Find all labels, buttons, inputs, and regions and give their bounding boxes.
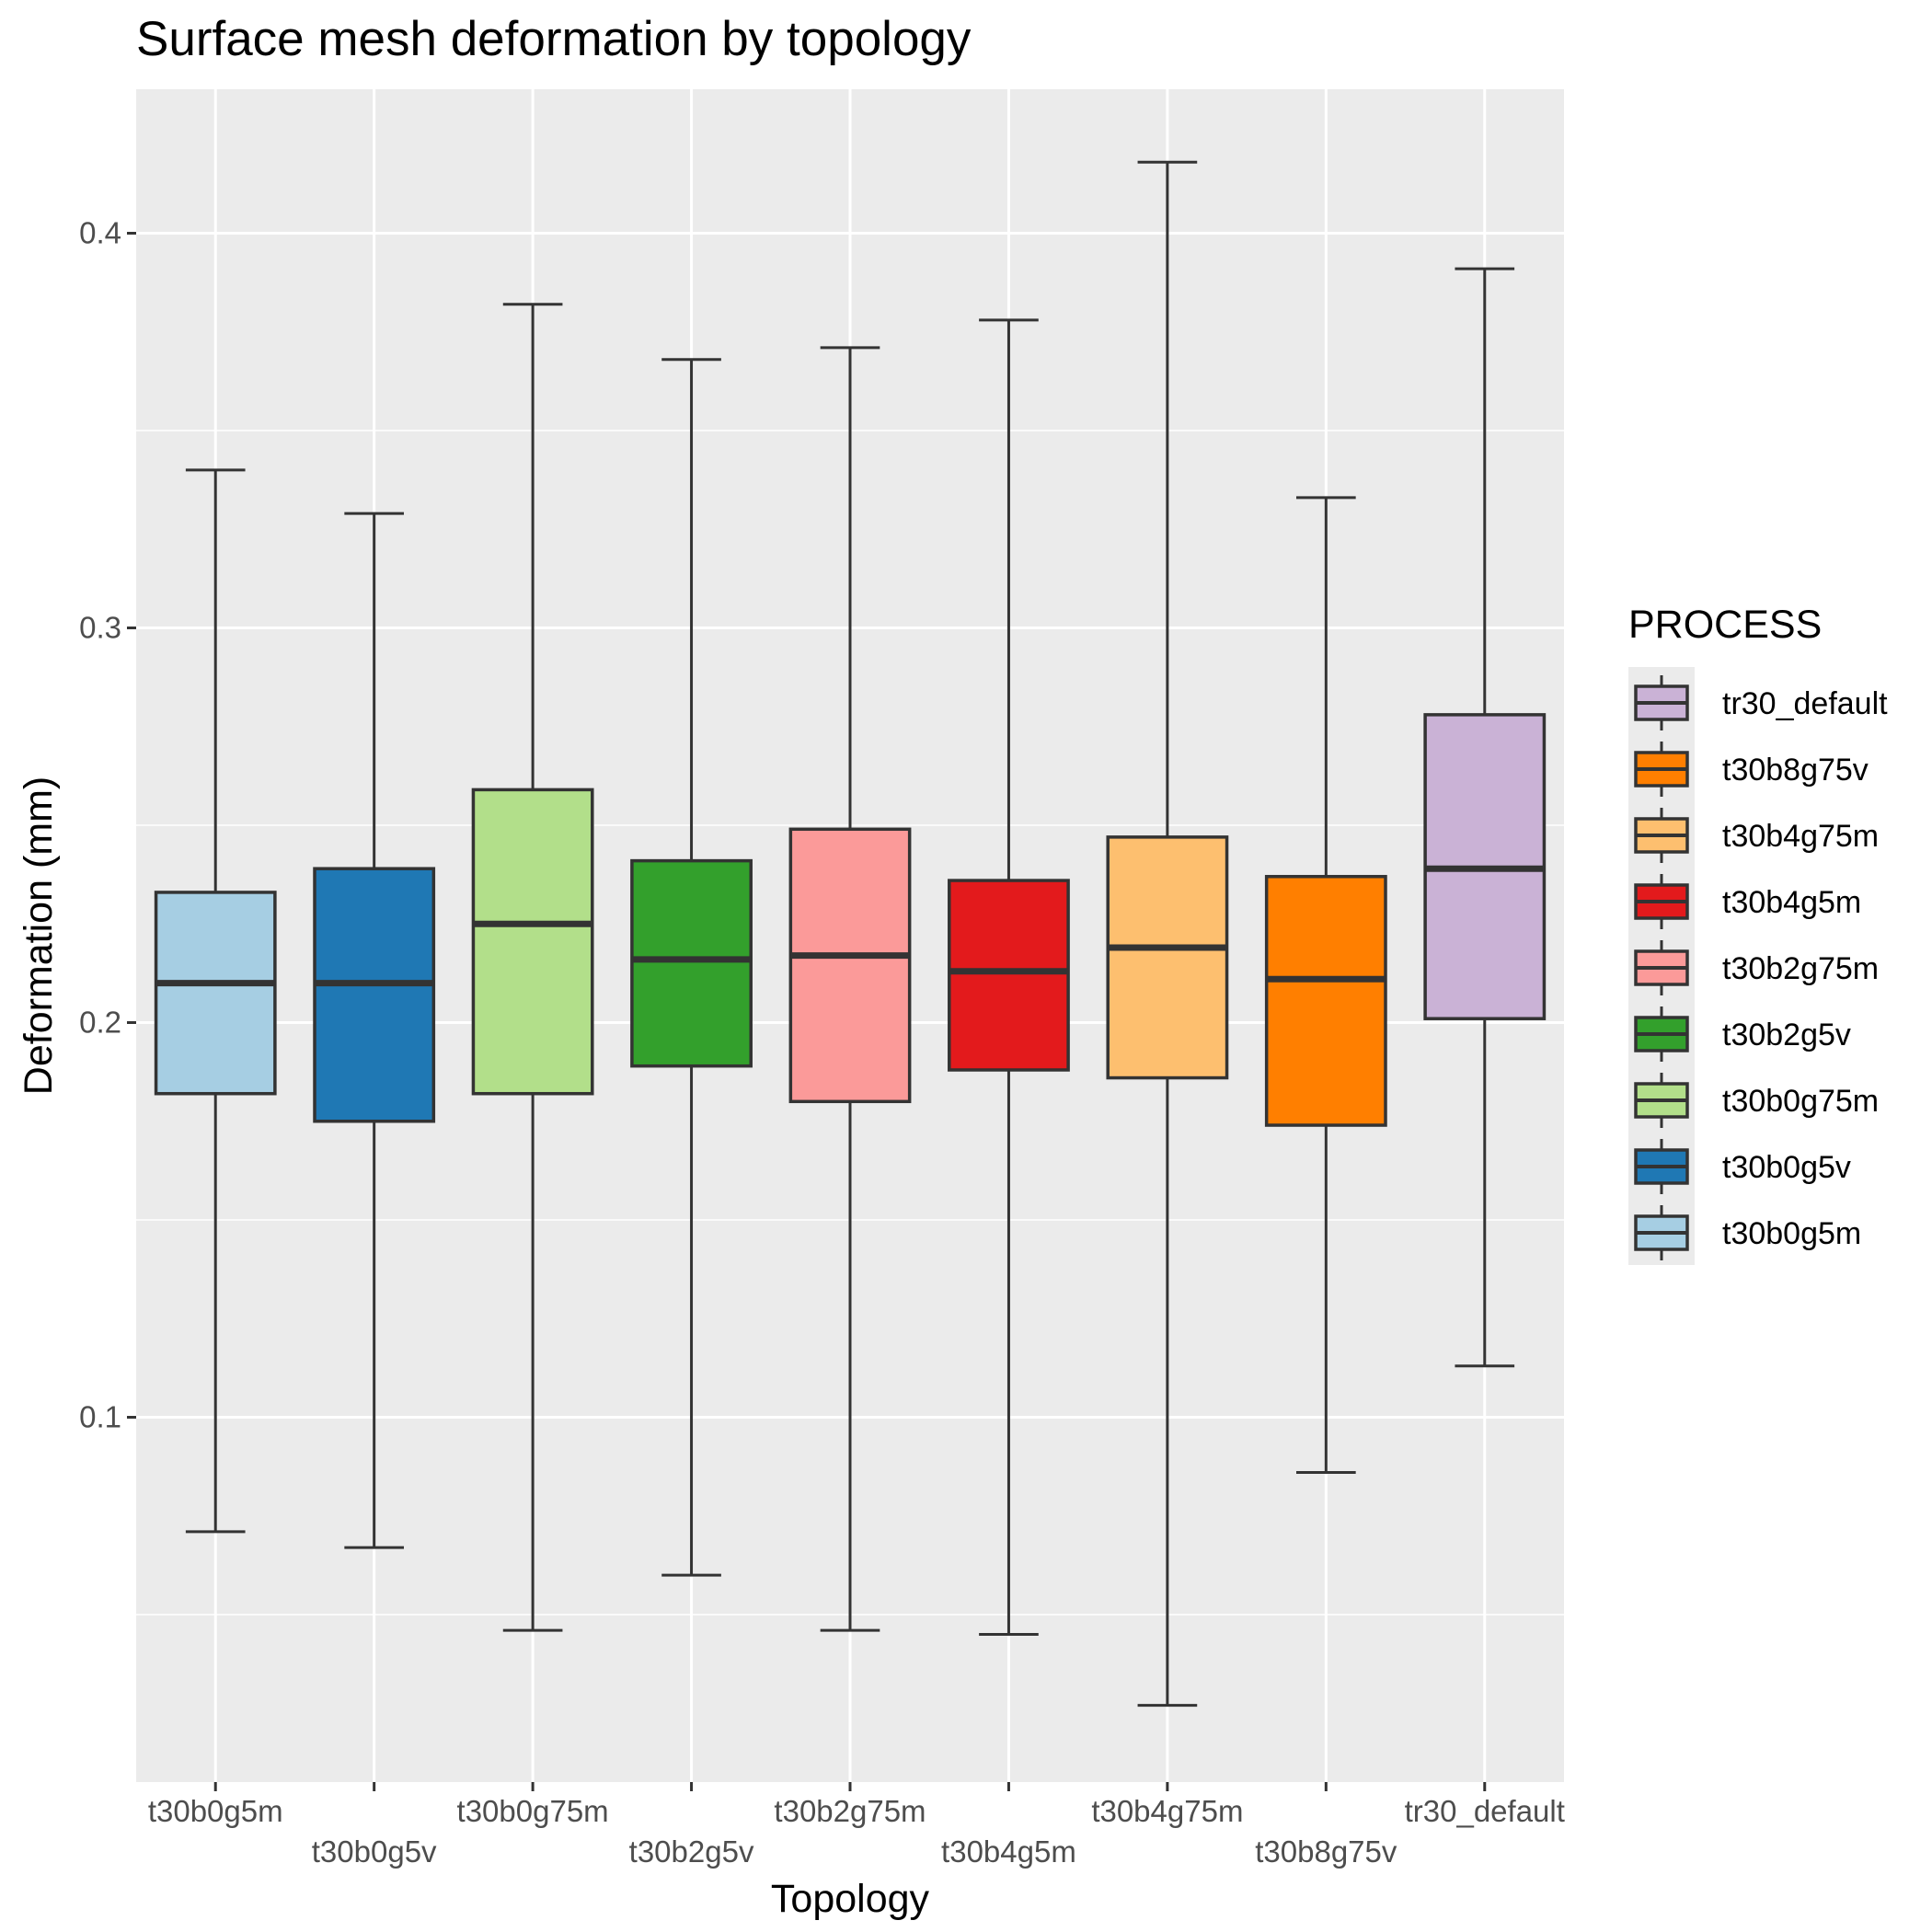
- box-t30b2g5v: [630, 358, 753, 1577]
- x-tick-label: t30b2g5v: [629, 1834, 754, 1869]
- legend-item-t30b0g75m: t30b0g75m: [1634, 1073, 1879, 1128]
- legend-label: t30b2g75m: [1722, 951, 1879, 986]
- legend-label: t30b2g5v: [1722, 1018, 1851, 1052]
- box-iqr: [1264, 875, 1387, 1127]
- y-tick-label: 0.2: [79, 1006, 121, 1040]
- x-tick-label: t30b4g75m: [1091, 1794, 1243, 1828]
- chart-title: Surface mesh deformation by topology: [136, 12, 972, 66]
- box-tr30_default: [1423, 267, 1547, 1368]
- legend-item-t30b4g75m: t30b4g75m: [1634, 808, 1879, 863]
- legend: PROCESS tr30_default t30b8g75v t30b4g75m t3…: [1628, 603, 1888, 1265]
- x-tick-label: t30b0g75m: [457, 1794, 609, 1828]
- x-tick-label: t30b0g5v: [312, 1834, 437, 1869]
- legend-item-t30b2g75m: t30b2g75m: [1634, 940, 1879, 995]
- legend-item-tr30_default: tr30_default: [1634, 675, 1888, 730]
- legend-title: PROCESS: [1628, 603, 1822, 647]
- legend-label: t30b4g75m: [1722, 819, 1879, 854]
- y-axis: 0.1 0.2 0.3 0.4: [79, 216, 136, 1434]
- box-iqr: [948, 879, 1070, 1072]
- legend-item-t30b2g5v: t30b2g5v: [1634, 1006, 1851, 1062]
- legend-item-t30b4g5m: t30b4g5m: [1634, 874, 1861, 929]
- x-tick-label: t30b2g75m: [774, 1794, 926, 1828]
- box-t30b4g75m: [1106, 160, 1229, 1708]
- y-tick-label: 0.3: [79, 611, 121, 645]
- box-t30b2g75m: [788, 346, 912, 1632]
- box-t30b0g5m: [154, 468, 277, 1534]
- y-axis-title: Deformation (mm): [17, 776, 61, 1095]
- x-tick-label: t30b8g75v: [1255, 1834, 1397, 1869]
- box-iqr: [154, 891, 277, 1096]
- x-tick-label: t30b0g5m: [148, 1794, 283, 1828]
- box-iqr: [788, 827, 912, 1104]
- box-iqr: [630, 858, 753, 1068]
- legend-item-t30b8g75v: t30b8g75v: [1634, 742, 1869, 797]
- box-t30b4g5m: [948, 318, 1070, 1636]
- y-tick-label: 0.4: [79, 216, 121, 250]
- box-iqr: [471, 788, 594, 1096]
- box-group: [154, 160, 1547, 1708]
- box-iqr: [313, 867, 436, 1123]
- legend-label: t30b0g5v: [1722, 1150, 1851, 1185]
- x-axis-title: Topology: [771, 1877, 930, 1921]
- x-tick-label: tr30_default: [1405, 1794, 1565, 1828]
- legend-label: t30b0g75m: [1722, 1084, 1879, 1119]
- legend-label: t30b4g5m: [1722, 885, 1861, 920]
- box-t30b8g75v: [1264, 496, 1387, 1475]
- x-tick-label: t30b4g5m: [941, 1834, 1076, 1869]
- y-tick-label: 0.1: [79, 1400, 121, 1434]
- box-t30b0g75m: [471, 303, 594, 1632]
- legend-label: t30b0g5m: [1722, 1216, 1861, 1251]
- box-t30b0g5v: [313, 512, 436, 1549]
- box-iqr: [1106, 835, 1229, 1080]
- x-axis: t30b0g5m t30b0g5v t30b0g75m t30b2g5v t30b2g7…: [148, 1782, 1565, 1869]
- legend-item-t30b0g5v: t30b0g5v: [1634, 1139, 1851, 1194]
- legend-item-t30b0g5m: t30b0g5m: [1634, 1205, 1861, 1260]
- legend-label: tr30_default: [1722, 686, 1888, 721]
- legend-label: t30b8g75v: [1722, 753, 1869, 788]
